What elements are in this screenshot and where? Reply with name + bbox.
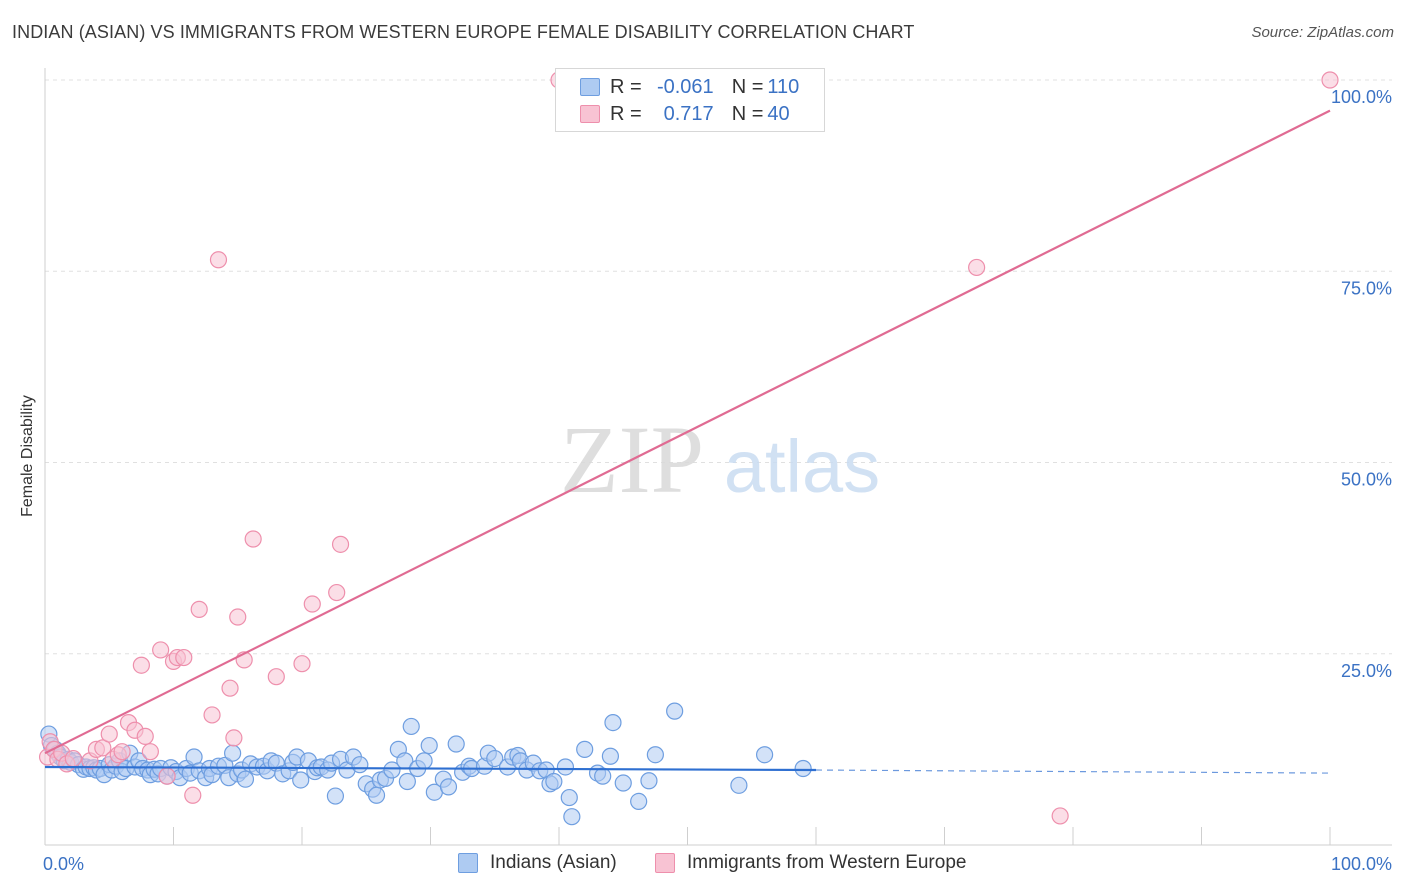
axes: [44, 68, 1392, 846]
legend-swatch-indians: [458, 853, 478, 873]
data-point-indians: [601, 747, 620, 765]
data-point-western-europe: [1321, 71, 1339, 89]
data-point-indians: [576, 740, 594, 758]
data-point-western-europe: [293, 655, 311, 673]
series-legend: Indians (Asian) Immigrants from Western …: [0, 852, 1406, 878]
data-point-indians: [326, 787, 345, 805]
x-tick-label-max: 100.0%: [1331, 854, 1392, 874]
data-point-indians: [556, 758, 575, 776]
legend-label-indians: Indians (Asian): [490, 852, 617, 873]
data-point-western-europe: [267, 668, 285, 686]
data-point-western-europe: [229, 608, 247, 626]
data-point-indians: [640, 772, 658, 790]
data-points: [38, 71, 1339, 826]
data-point-indians: [224, 744, 242, 762]
data-point-indians: [646, 746, 664, 764]
x-tick-label-min: 0.0%: [43, 854, 84, 874]
legend-n-value-1: 110: [767, 75, 800, 98]
data-point-indians: [563, 808, 581, 826]
grid-lines: [45, 79, 1392, 655]
data-point-western-europe: [1051, 807, 1069, 825]
legend-item-western-europe: Immigrants from Western Europe: [655, 852, 966, 874]
legend-swatch-western-europe: [655, 853, 675, 873]
tick-labels: 25.0% 50.0% 75.0% 100.0% 0.0% 100.0%: [43, 87, 1392, 874]
data-point-indians: [630, 792, 648, 810]
data-point-western-europe: [303, 595, 321, 613]
stats-legend-row-1: R = -0.061 N = 110: [580, 74, 799, 100]
data-point-western-europe: [113, 743, 131, 761]
data-point-indians: [545, 772, 563, 791]
legend-item-indians: Indians (Asian): [458, 852, 617, 874]
legend-r-label-2: R =: [610, 102, 642, 125]
data-point-western-europe: [141, 743, 159, 761]
source-label: Source: ZipAtlas.com: [1251, 24, 1394, 41]
legend-n-label-2: N =: [731, 102, 764, 125]
data-point-western-europe: [331, 535, 350, 553]
legend-r-label-1: R =: [610, 75, 642, 98]
data-point-indians: [351, 756, 369, 774]
data-point-indians: [730, 776, 748, 794]
data-point-western-europe: [158, 767, 176, 785]
stats-legend-row-2: R = 0.717 N = 40: [580, 101, 790, 127]
y-tick-label: 50.0%: [1341, 470, 1392, 490]
data-point-western-europe: [184, 786, 202, 804]
legend-r-value-1: -0.061: [656, 75, 714, 98]
data-point-western-europe: [136, 727, 154, 745]
data-point-indians: [560, 788, 578, 807]
data-point-indians: [292, 771, 310, 789]
data-point-western-europe: [225, 729, 243, 747]
data-point-indians: [367, 786, 386, 804]
data-point-indians: [594, 767, 612, 785]
data-point-indians: [755, 746, 774, 764]
legend-label-western-europe: Immigrants from Western Europe: [687, 852, 967, 873]
legend-swatch-pink: [580, 105, 600, 123]
data-point-indians: [420, 736, 438, 755]
data-point-western-europe: [244, 530, 262, 548]
data-point-indians: [447, 735, 465, 753]
data-point-indians: [666, 702, 684, 720]
legend-r-value-2: 0.717: [663, 102, 714, 125]
data-point-western-europe: [94, 739, 112, 757]
legend-swatch-blue: [580, 78, 600, 96]
legend-n-value-2: 40: [767, 102, 790, 125]
data-point-indians: [383, 761, 401, 779]
data-point-indians: [604, 713, 622, 732]
watermark: ZIP atlas: [560, 406, 880, 513]
y-tick-label: 100.0%: [1331, 87, 1392, 107]
data-point-western-europe: [132, 656, 150, 674]
data-point-indians: [415, 752, 433, 770]
y-tick-label: 75.0%: [1341, 278, 1392, 298]
data-point-indians: [402, 717, 420, 736]
data-point-western-europe: [190, 600, 208, 618]
data-point-western-europe: [152, 641, 170, 659]
data-point-indians: [486, 749, 504, 768]
watermark-atlas: atlas: [724, 425, 880, 508]
data-point-indians: [614, 774, 632, 792]
trend-line-western-europe: [44, 109, 1331, 755]
legend-n-label-1: N =: [731, 75, 764, 98]
data-point-western-europe: [221, 679, 239, 697]
data-point-western-europe: [209, 251, 228, 269]
stats-legend: R = -0.061 N = 110 R = 0.717 N = 40: [555, 68, 825, 132]
data-point-indians: [236, 770, 255, 788]
data-point-indians: [794, 759, 812, 778]
data-point-indians: [439, 778, 458, 796]
trend-line-indians: [44, 765, 817, 772]
trend-line-indians-extension: [815, 769, 1331, 774]
data-point-indians: [398, 772, 416, 791]
data-point-western-europe: [175, 648, 193, 667]
data-point-western-europe: [968, 258, 986, 277]
chart-title: INDIAN (ASIAN) VS IMMIGRANTS FROM WESTER…: [12, 22, 915, 42]
data-point-western-europe: [203, 706, 221, 724]
data-point-western-europe: [64, 749, 82, 768]
y-tick-label: 25.0%: [1341, 661, 1392, 681]
trend-lines: [44, 109, 1331, 774]
data-point-western-europe: [100, 725, 118, 743]
data-point-western-europe: [328, 583, 346, 602]
